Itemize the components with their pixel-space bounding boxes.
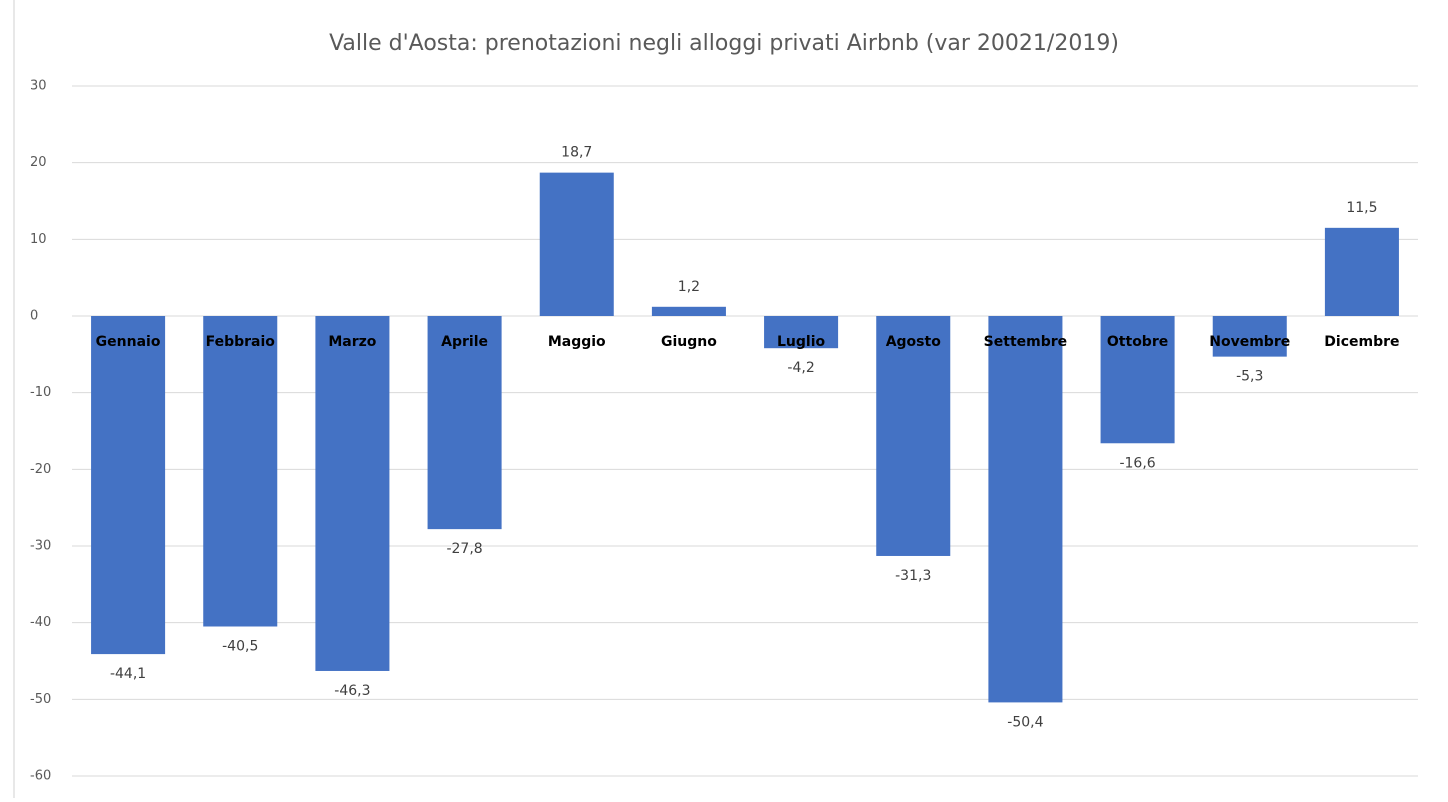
bar bbox=[876, 316, 951, 556]
bar bbox=[764, 316, 839, 349]
bar bbox=[91, 316, 166, 655]
data-label: -50,4 bbox=[1007, 714, 1043, 730]
data-label: -27,8 bbox=[446, 541, 482, 557]
data-label: -5,3 bbox=[1236, 369, 1263, 385]
y-tick-label: 20 bbox=[30, 155, 47, 170]
y-tick-label: 0 bbox=[30, 309, 38, 324]
x-tick-label: Gennaio bbox=[96, 334, 161, 350]
y-tick-label: -30 bbox=[30, 539, 51, 554]
x-tick-label: Maggio bbox=[548, 334, 606, 350]
y-tick-label: -50 bbox=[30, 692, 51, 707]
data-label: 11,5 bbox=[1346, 200, 1377, 216]
x-tick-label: Novembre bbox=[1209, 334, 1290, 350]
bar bbox=[315, 316, 390, 671]
x-tick-label: Agosto bbox=[886, 334, 942, 350]
x-tick-label: Febbraio bbox=[206, 334, 276, 350]
bar bbox=[651, 306, 726, 316]
y-tick-label: 10 bbox=[30, 232, 47, 247]
data-label: -16,6 bbox=[1119, 455, 1155, 471]
x-tick-label: Dicembre bbox=[1324, 334, 1399, 350]
bar bbox=[427, 316, 502, 530]
bar bbox=[203, 316, 278, 627]
x-tick-label: Settembre bbox=[984, 334, 1067, 350]
x-tick-label: Luglio bbox=[777, 334, 826, 350]
x-tick-label: Giugno bbox=[661, 334, 717, 350]
data-label: -40,5 bbox=[222, 639, 258, 655]
bar bbox=[1212, 316, 1287, 357]
y-tick-label: -10 bbox=[30, 385, 51, 400]
chart-title: Valle d'Aosta: prenotazioni negli allogg… bbox=[329, 31, 1119, 56]
bar bbox=[1324, 227, 1399, 316]
y-tick-label: -60 bbox=[30, 769, 51, 784]
y-tick-label: 30 bbox=[30, 79, 47, 94]
data-label: -44,1 bbox=[110, 666, 146, 682]
bar bbox=[1100, 316, 1175, 444]
y-tick-label: -20 bbox=[30, 462, 51, 477]
bar bbox=[539, 172, 614, 316]
x-tick-label: Marzo bbox=[328, 334, 376, 350]
x-tick-label: Ottobre bbox=[1107, 334, 1168, 350]
data-label: 1,2 bbox=[678, 279, 700, 295]
data-label: -4,2 bbox=[787, 360, 814, 376]
y-tick-label: -40 bbox=[30, 615, 51, 630]
data-label: 18,7 bbox=[561, 145, 592, 161]
bar bbox=[988, 316, 1063, 703]
data-label: -46,3 bbox=[334, 683, 370, 699]
x-tick-label: Aprile bbox=[441, 334, 488, 350]
data-label: -31,3 bbox=[895, 568, 931, 584]
